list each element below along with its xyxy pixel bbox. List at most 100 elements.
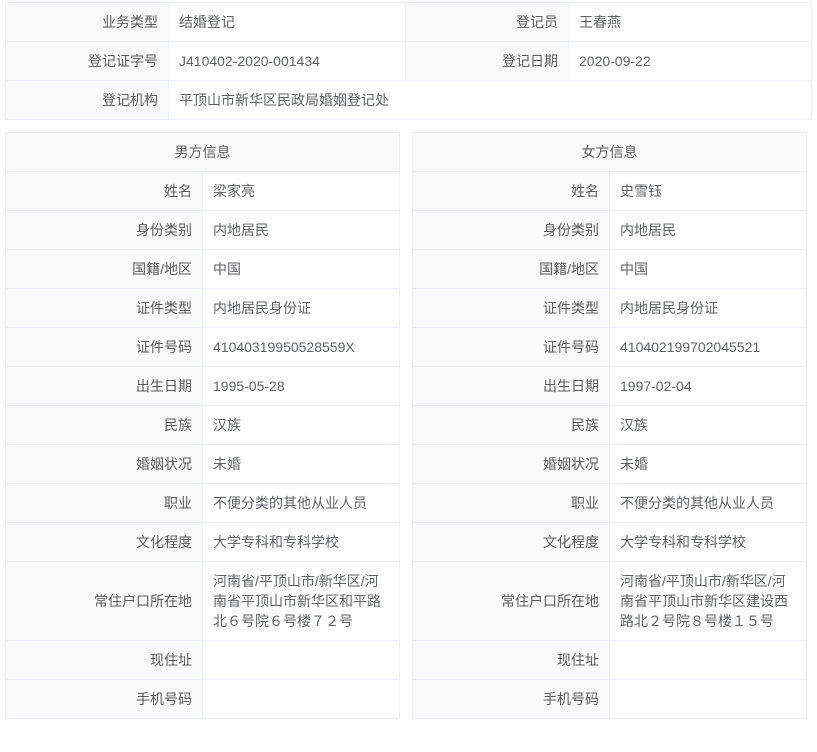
male-panel-title: 男方信息 [5, 132, 400, 172]
male-value-nationality: 中国 [202, 249, 400, 289]
female-label-marital-status: 婚姻状况 [412, 444, 610, 484]
table-row: 民族 汉族 [412, 405, 807, 445]
table-row-header: 男方信息 [5, 132, 400, 172]
registration-summary-table: 业务类型 结婚登记 登记员 王春燕 登记证字号 J410402-2020-001… [5, 2, 812, 120]
female-value-document-number: 410402199702045521 [609, 327, 807, 367]
summary-table-body: 业务类型 结婚登记 登记员 王春燕 登记证字号 J410402-2020-001… [5, 2, 812, 120]
table-row: 手机号码 [412, 679, 807, 719]
male-value-household-address: 河南省/平顶山市/新华区/河南省平顶山市新华区和平路北６号院６号楼７２号 [202, 561, 400, 641]
table-row: 职业 不便分类的其他从业人员 [5, 483, 400, 523]
male-value-phone [202, 679, 400, 719]
female-label-phone: 手机号码 [412, 679, 610, 719]
table-row: 登记证字号 J410402-2020-001434 登记日期 2020-09-2… [5, 41, 812, 81]
table-row: 现住址 [5, 640, 400, 680]
table-row: 职业 不便分类的其他从业人员 [412, 483, 807, 523]
table-row: 婚姻状况 未婚 [5, 444, 400, 484]
male-label-identity-category: 身份类别 [5, 210, 203, 250]
table-row: 证件号码 41040319950528559X [5, 327, 400, 367]
female-label-birth-date: 出生日期 [412, 366, 610, 406]
male-table-body: 男方信息 姓名 梁家亮 身份类别 内地居民 国籍/地区 中国 [5, 132, 400, 719]
male-label-document-type: 证件类型 [5, 288, 203, 328]
male-label-document-number: 证件号码 [5, 327, 203, 367]
table-row: 出生日期 1995-05-28 [5, 366, 400, 406]
male-label-nationality: 国籍/地区 [5, 249, 203, 289]
female-panel-title: 女方信息 [412, 132, 807, 172]
male-value-education: 大学专科和专科学校 [202, 522, 400, 562]
table-row: 证件类型 内地居民身份证 [5, 288, 400, 328]
male-label-birth-date: 出生日期 [5, 366, 203, 406]
female-label-current-address: 现住址 [412, 640, 610, 680]
table-row: 手机号码 [5, 679, 400, 719]
female-value-birth-date: 1997-02-04 [609, 366, 807, 406]
male-label-current-address: 现住址 [5, 640, 203, 680]
female-label-nationality: 国籍/地区 [412, 249, 610, 289]
summary-value-business-type: 结婚登记 [168, 2, 406, 42]
male-value-document-type: 内地居民身份证 [202, 288, 400, 328]
table-row: 身份类别 内地居民 [5, 210, 400, 250]
female-value-current-address [609, 640, 807, 680]
female-value-education: 大学专科和专科学校 [609, 522, 807, 562]
male-value-ethnicity: 汉族 [202, 405, 400, 445]
summary-label-certificate-number: 登记证字号 [5, 41, 169, 81]
female-value-ethnicity: 汉族 [609, 405, 807, 445]
male-value-name: 梁家亮 [202, 171, 400, 211]
female-label-education: 文化程度 [412, 522, 610, 562]
male-label-marital-status: 婚姻状况 [5, 444, 203, 484]
female-label-occupation: 职业 [412, 483, 610, 523]
table-row: 国籍/地区 中国 [412, 249, 807, 289]
table-row: 登记机构 平顶山市新华区民政局婚姻登记处 [5, 80, 812, 120]
summary-value-registrar: 王春燕 [568, 2, 812, 42]
male-value-birth-date: 1995-05-28 [202, 366, 400, 406]
male-label-phone: 手机号码 [5, 679, 203, 719]
table-row: 文化程度 大学专科和专科学校 [412, 522, 807, 562]
table-row: 国籍/地区 中国 [5, 249, 400, 289]
summary-label-agency: 登记机构 [5, 80, 169, 120]
female-value-nationality: 中国 [609, 249, 807, 289]
table-row: 姓名 梁家亮 [5, 171, 400, 211]
table-row: 身份类别 内地居民 [412, 210, 807, 250]
summary-value-agency: 平顶山市新华区民政局婚姻登记处 [168, 80, 812, 120]
male-value-marital-status: 未婚 [202, 444, 400, 484]
table-row: 常住户口所在地 河南省/平顶山市/新华区/河南省平顶山市新华区和平路北６号院６号… [5, 561, 400, 641]
male-label-occupation: 职业 [5, 483, 203, 523]
male-info-table: 男方信息 姓名 梁家亮 身份类别 内地居民 国籍/地区 中国 [5, 132, 400, 719]
female-value-household-address: 河南省/平顶山市/新华区/河南省平顶山市新华区建设西路北２号院８号楼１５号 [609, 561, 807, 641]
table-row: 民族 汉族 [5, 405, 400, 445]
table-row: 业务类型 结婚登记 登记员 王春燕 [5, 2, 812, 42]
table-row: 证件类型 内地居民身份证 [412, 288, 807, 328]
table-row: 姓名 史雪钰 [412, 171, 807, 211]
male-party-panel: 男方信息 姓名 梁家亮 身份类别 内地居民 国籍/地区 中国 [5, 132, 400, 719]
female-value-phone [609, 679, 807, 719]
table-row: 证件号码 410402199702045521 [412, 327, 807, 367]
male-value-current-address [202, 640, 400, 680]
table-row: 现住址 [412, 640, 807, 680]
summary-label-registration-date: 登记日期 [405, 41, 569, 81]
male-label-ethnicity: 民族 [5, 405, 203, 445]
summary-label-business-type: 业务类型 [5, 2, 169, 42]
summary-value-registration-date: 2020-09-22 [568, 41, 812, 81]
female-info-table: 女方信息 姓名 史雪钰 身份类别 内地居民 国籍/地区 中国 [412, 132, 807, 719]
table-row: 出生日期 1997-02-04 [412, 366, 807, 406]
female-label-ethnicity: 民族 [412, 405, 610, 445]
table-row: 文化程度 大学专科和专科学校 [5, 522, 400, 562]
male-label-household-address: 常住户口所在地 [5, 561, 203, 641]
male-value-identity-category: 内地居民 [202, 210, 400, 250]
female-party-panel: 女方信息 姓名 史雪钰 身份类别 内地居民 国籍/地区 中国 [412, 132, 807, 719]
female-label-household-address: 常住户口所在地 [412, 561, 610, 641]
female-value-document-type: 内地居民身份证 [609, 288, 807, 328]
male-label-name: 姓名 [5, 171, 203, 211]
table-row-header: 女方信息 [412, 132, 807, 172]
female-value-name: 史雪钰 [609, 171, 807, 211]
female-value-identity-category: 内地居民 [609, 210, 807, 250]
male-value-occupation: 不便分类的其他从业人员 [202, 483, 400, 523]
female-label-document-type: 证件类型 [412, 288, 610, 328]
table-row: 常住户口所在地 河南省/平顶山市/新华区/河南省平顶山市新华区建设西路北２号院８… [412, 561, 807, 641]
male-label-education: 文化程度 [5, 522, 203, 562]
female-label-document-number: 证件号码 [412, 327, 610, 367]
male-value-document-number: 41040319950528559X [202, 327, 400, 367]
party-panels: 男方信息 姓名 梁家亮 身份类别 内地居民 国籍/地区 中国 [5, 132, 812, 719]
summary-label-registrar: 登记员 [405, 2, 569, 42]
female-table-body: 女方信息 姓名 史雪钰 身份类别 内地居民 国籍/地区 中国 [412, 132, 807, 719]
summary-value-certificate-number: J410402-2020-001434 [168, 41, 406, 81]
